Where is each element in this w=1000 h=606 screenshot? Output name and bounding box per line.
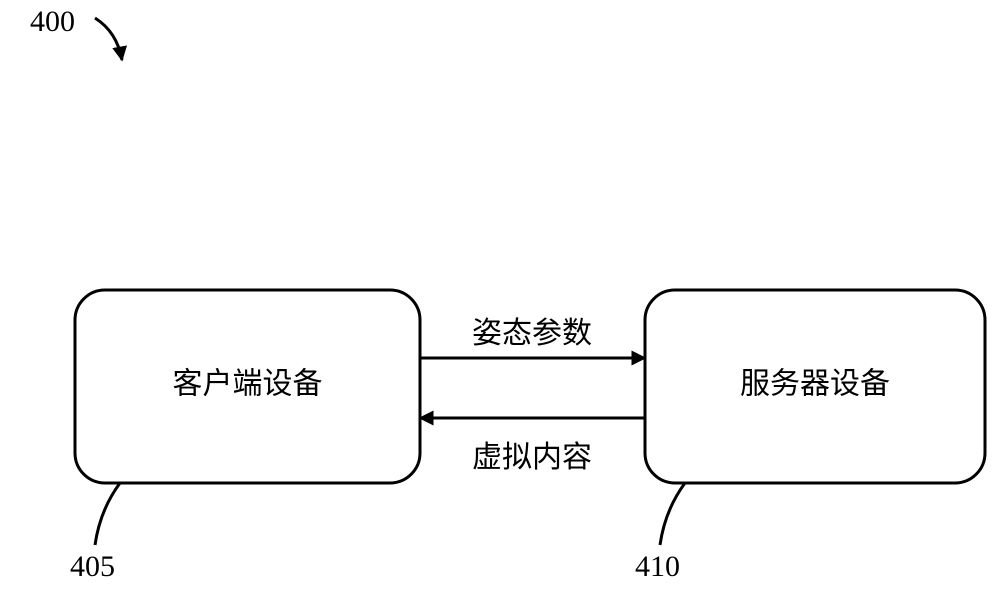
node-leader-client	[95, 483, 120, 545]
edge-label-e2: 虚拟内容	[472, 432, 592, 476]
node-ref-server: 410	[635, 550, 680, 584]
edge-label-e1: 姿态参数	[472, 308, 592, 352]
node-ref-client: 405	[70, 550, 115, 584]
node-label-client: 客户端设备	[173, 367, 323, 400]
diagram-stage: 客户端设备 服务器设备 400 405 410 姿态参数 虚拟内容	[0, 0, 1000, 601]
diagram-svg: 客户端设备 服务器设备	[0, 0, 1000, 601]
node-label-server: 服务器设备	[740, 367, 890, 400]
figure-ref-label: 400	[30, 5, 75, 39]
figure-ref-leader	[95, 18, 122, 60]
node-leader-server	[660, 483, 685, 545]
